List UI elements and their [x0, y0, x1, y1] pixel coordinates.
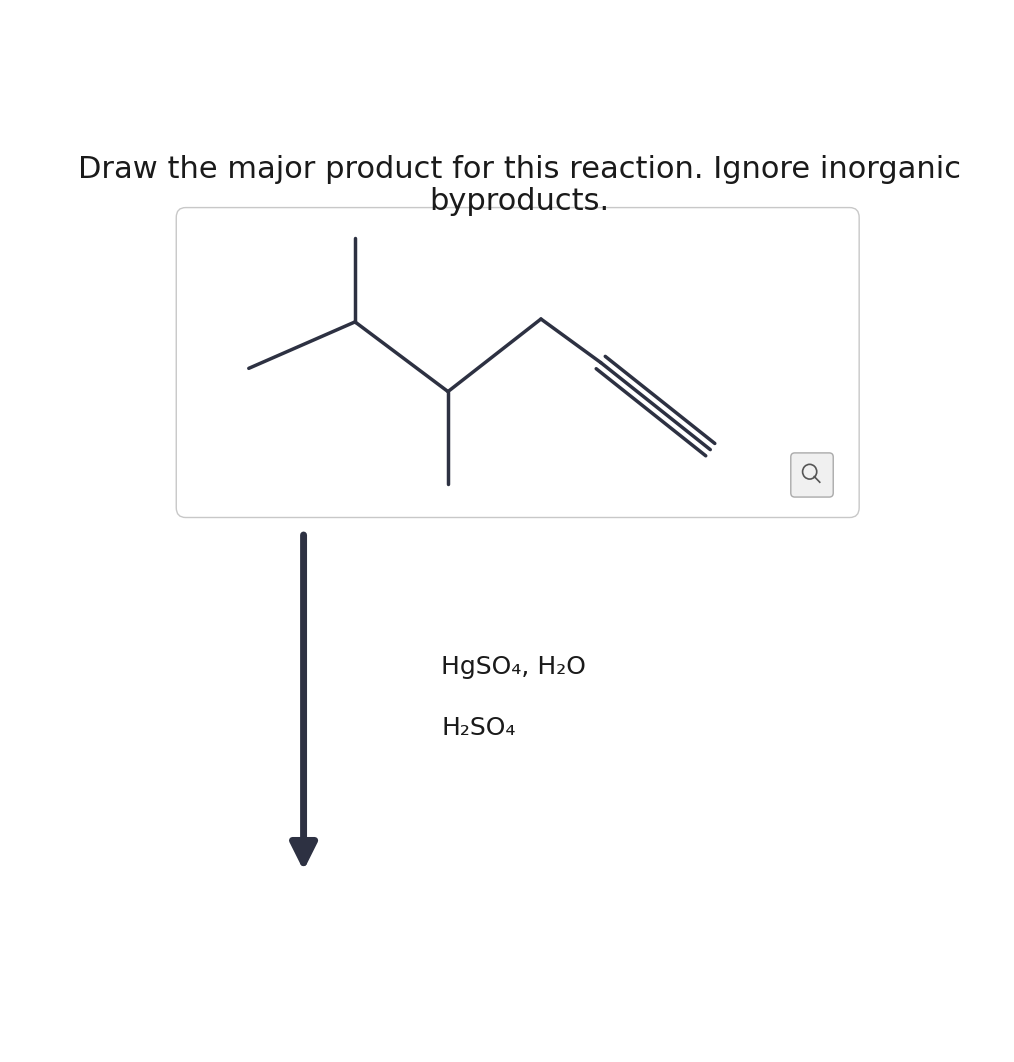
Text: H₂SO₄: H₂SO₄: [441, 717, 515, 740]
FancyBboxPatch shape: [176, 207, 859, 517]
Text: byproducts.: byproducts.: [430, 187, 609, 216]
Text: Draw the major product for this reaction. Ignore inorganic: Draw the major product for this reaction…: [78, 155, 961, 185]
Text: HgSO₄, H₂O: HgSO₄, H₂O: [441, 655, 586, 679]
FancyBboxPatch shape: [791, 452, 834, 497]
